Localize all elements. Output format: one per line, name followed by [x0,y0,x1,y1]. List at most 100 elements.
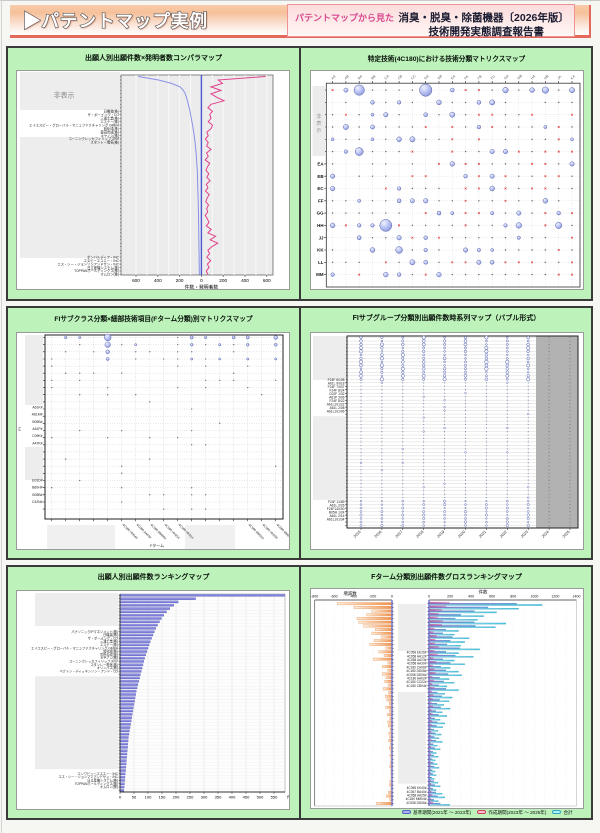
svg-text:A61M#: A61M# [32,413,43,417]
svg-text:2025: 2025 [562,530,571,539]
svg-text:FF: FF [318,198,324,203]
svg-text:ボンバルディア・INC: ボンバルディア・INC [87,254,119,259]
svg-text:0: 0 [428,595,430,599]
svg-text:エス・シー・ジョンソンアンドサン・INC: エス・シー・ジョンソンアンドサン・INC [57,261,119,266]
svg-text:A61L101/34: A61L101/34 [327,518,345,522]
svg-text:GA: GA [503,74,510,81]
svg-text:B05H 1/24: B05H 1/24 [329,511,345,515]
svg-text:E03D#: E03D# [32,479,42,483]
svg-text:オムロン(株): オムロン(株) [100,272,119,277]
svg-text:4C058 AA23#: 4C058 AA23# [407,658,427,662]
svg-text:Fターム: Fターム [150,542,164,548]
svg-text:4C058 AA30#: 4C058 AA30# [407,662,427,666]
svg-text:日機装(株): 日機装(株) [104,108,119,113]
svg-text:件数: 件数 [479,589,488,596]
svg-text:0: 0 [391,595,393,599]
svg-text:日機装(株): 日機装(株) [103,632,118,637]
svg-text:4C180 CA06#: 4C180 CA06# [406,665,426,669]
svg-text:LL: LL [318,260,324,265]
svg-text:HH: HH [317,223,323,228]
svg-text:旭化成(株): 旭化成(株) [103,649,118,654]
svg-text:600: 600 [132,278,140,283]
svg-text:1200: 1200 [551,595,559,599]
svg-text:F24F 8/24: F24F 8/24 [329,388,344,392]
svg-text:2015: 2015 [353,530,362,539]
svg-text:KK: KK [317,248,324,253]
svg-text:550: 550 [271,795,278,800]
svg-text:エステー(株): エステー(株) [100,119,119,124]
svg-text:キヤノン(株): キヤノン(株) [101,133,119,138]
svg-text:A61P#: A61P# [32,427,42,431]
svg-text:500: 500 [257,795,264,800]
svg-text:豊田合成(株): 豊田合成(株) [100,652,118,657]
svg-text:1400: 1400 [573,595,581,599]
svg-text:A47K#: A47K# [32,441,42,445]
svg-text:スタンレー電気(株): スタンレー電気(株) [90,662,118,667]
svg-text:2024: 2024 [541,530,550,539]
svg-text:0: 0 [119,795,122,800]
svg-text:FA: FA [463,74,469,80]
svg-text:AA: AA [330,74,337,81]
svg-text:-800: -800 [311,595,318,599]
svg-text:4C058 DD06#: 4C058 DD06# [406,673,426,677]
svg-text:A61L 2/26: A61L 2/26 [330,504,345,508]
svg-text:EC: EC [317,186,324,191]
svg-text:非表示: 非表示 [54,91,75,100]
svg-text:パナソニックIPマネジメント(株): パナソニックIPマネジメント(株) [71,629,118,634]
svg-text:300: 300 [201,795,208,800]
svg-text:三浦工業(株): 三浦工業(株) [100,115,119,120]
svg-text:コーニンクレッカフィリップスNV: コーニンクレッカフィリップスNV [69,659,119,664]
svg-text:GB: GB [517,74,524,81]
svg-text:-400: -400 [350,595,357,599]
svg-text:4C180 CB04#: 4C180 CB04# [406,684,426,688]
svg-text:200: 200 [447,595,453,599]
svg-text:エイエスピー・グローバル・マニュファクチャリング GMBH: エイエスピー・グローバル・マニュファクチャリング GMBH [29,122,119,127]
svg-text:250: 250 [187,795,194,800]
svg-text:FI: FI [17,427,22,431]
svg-text:GG: GG [317,211,324,216]
svg-text:2023: 2023 [520,530,529,539]
svg-text:4C180 AA02#: 4C180 AA02# [407,677,427,681]
svg-text:4C058 DD06#: 4C058 DD06# [406,801,426,805]
svg-text:件: 件 [287,795,289,800]
svg-text:400: 400 [241,278,249,283]
svg-text:エステー(株): エステー(株) [100,642,118,647]
svg-text:FB: FB [477,74,483,80]
svg-text:4C058 AA12#: 4C058 AA12# [407,654,427,658]
svg-text:100: 100 [145,795,152,800]
svg-text:スタンレー電気(株): スタンレー電気(株) [90,140,119,145]
svg-text:CA: CA [384,74,391,81]
svg-text:DA: DA [424,74,431,81]
svg-text:600: 600 [263,278,271,283]
svg-text:EA: EA [450,74,457,81]
svg-text:BB: BB [370,74,377,81]
svg-text:200: 200 [173,795,180,800]
svg-text:件数・発明者数: 件数・発明者数 [185,284,219,290]
svg-text:2022: 2022 [499,530,508,539]
svg-text:200: 200 [219,278,227,283]
svg-text:F24F 6/108: F24F 6/108 [328,378,345,382]
svg-text:オムロン(株): オムロン(株) [100,784,118,789]
svg-text:MM: MM [316,272,324,277]
svg-text:A61L101/06: A61L101/06 [327,409,345,413]
svg-text:F24F140/00: F24F140/00 [327,507,345,511]
svg-text:A61L 2/14: A61L 2/14 [330,514,345,518]
svg-text:キヤノン(株): キヤノン(株) [100,655,118,660]
svg-text:400: 400 [468,595,474,599]
svg-text:A61L101/22: A61L101/22 [327,402,345,406]
svg-text:C09K#: C09K# [32,434,42,438]
svg-text:増減数: 増減数 [343,590,357,597]
svg-text:4C058 AA25#: 4C058 AA25# [407,794,427,798]
svg-text:-200: -200 [369,595,376,599]
svg-text:1000: 1000 [530,595,538,599]
svg-text:350: 350 [215,795,222,800]
svg-text:エンワビューエスエー・INC: エンワビューエスエー・INC [77,771,118,776]
svg-text:三浦工業(株): 三浦工業(株) [100,639,118,644]
svg-text:日立産機システム(株): 日立産機システム(株) [87,265,119,270]
svg-text:エイエスピー・グローバル・マニュファクチャリング GMBH: エイエスピー・グローバル・マニュファクチャリング GMBH [31,645,119,650]
svg-text:コーニンクレッカフィリップスNV: コーニンクレッカフィリップスNV [68,136,119,141]
svg-text:B05B#: B05B# [32,493,42,497]
svg-text:2018: 2018 [416,530,425,539]
svg-text:オリンパス(株): オリンパス(株) [97,665,118,670]
svg-text:F24F 11/89: F24F 11/89 [328,500,345,504]
